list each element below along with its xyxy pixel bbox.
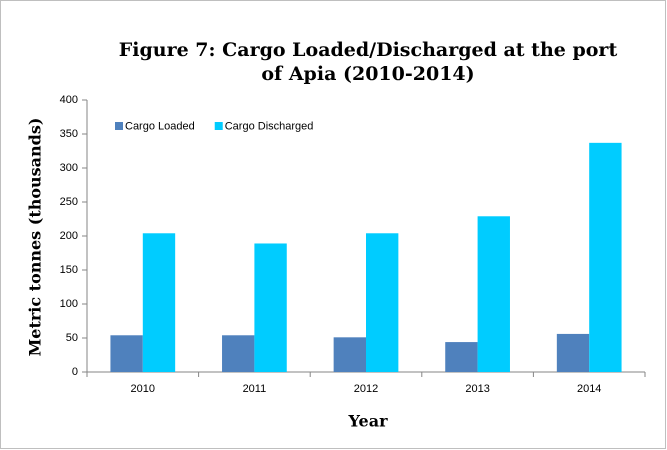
x-axis-label: Year xyxy=(347,412,388,431)
y-tick-label: 250 xyxy=(60,196,78,208)
y-tick-label: 50 xyxy=(66,332,78,344)
bar xyxy=(333,337,366,372)
bar xyxy=(110,335,143,372)
bar xyxy=(254,243,287,372)
y-tick-label: 350 xyxy=(60,128,78,140)
y-axis-label: Metric tonnes (thousands) xyxy=(26,118,45,357)
x-tick-label: 2013 xyxy=(465,383,489,395)
bar xyxy=(556,333,590,372)
bar xyxy=(366,233,399,372)
bar xyxy=(477,216,510,372)
y-tick-label: 400 xyxy=(60,94,78,106)
y-tick-label: 100 xyxy=(60,298,78,310)
legend-swatch xyxy=(214,122,223,130)
y-tick-label: 200 xyxy=(60,230,78,242)
bar xyxy=(589,142,622,372)
chart-title: Figure 7: Cargo Loaded/Discharged at the… xyxy=(118,39,618,85)
y-tick-label: 300 xyxy=(60,162,78,174)
y-tick-label: 0 xyxy=(72,366,78,378)
legend-label: Cargo Discharged xyxy=(225,120,314,132)
x-tick-label: 2014 xyxy=(577,383,601,395)
legend-label: Cargo Loaded xyxy=(125,120,195,132)
x-tick-label: 2010 xyxy=(131,383,155,395)
bar xyxy=(222,335,255,372)
y-tick-label: 150 xyxy=(60,264,78,276)
x-tick-label: 2011 xyxy=(243,383,267,395)
bar xyxy=(445,342,478,372)
legend-swatch xyxy=(115,122,123,130)
x-tick-label: 2012 xyxy=(354,383,378,395)
bar xyxy=(142,233,176,372)
